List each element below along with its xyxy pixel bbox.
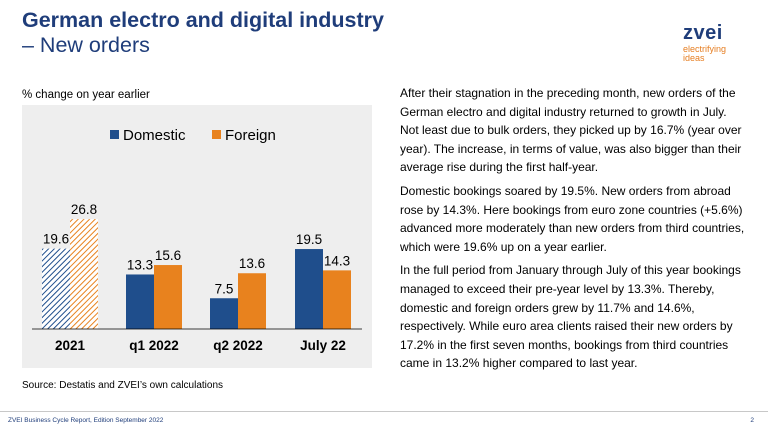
category-label-1: q1 2022 [129,338,179,353]
bar-foreign-3 [323,270,351,329]
paragraph-3: In the full period from January through … [400,263,741,371]
footer-divider [0,411,768,412]
paragraph-2: Domestic bookings soared by 19.5%. New o… [400,183,745,254]
logo-tagline: electrifying ideas [683,44,727,64]
chart-value-labels: 19.626.8 13.315.6 7.5 13.6 19.514.3 [43,202,350,296]
logo-name: zvei [683,22,723,44]
source-note: Source: Destatis and ZVEI’s own calculat… [22,380,224,391]
chart-subtitle: % change on year earlier [22,89,150,101]
category-label-2: q2 2022 [213,338,263,353]
legend-swatch-foreign [212,130,221,139]
bar-domestic-0 [42,248,70,329]
value-label-foreign-0: 26.8 [71,202,97,217]
value-label-foreign-1: 15.6 [155,248,181,263]
chart-category-labels: 2021 q1 2022 q2 2022 July 22 [55,338,346,353]
bar-foreign-2 [238,273,266,329]
category-label-3: July 22 [300,338,346,353]
footer-text: ZVEI Business Cycle Report, Edition Sept… [8,417,164,424]
bar-foreign-1 [154,265,182,329]
bar-domestic-3 [295,249,323,329]
value-label-domestic-1: 13.3 [127,257,153,272]
legend-label-foreign: Foreign [225,127,276,144]
page-title: German electro and digital industry – Ne… [22,8,384,57]
legend-swatch-domestic [110,130,119,139]
value-label-foreign-2: 13.6 [239,256,265,271]
new-orders-chart: Domestic Foreign 19.6 26.8 13.3 15.6 7.5 13.6 1… [22,105,372,368]
legend-label-domestic: Domestic [123,127,186,144]
category-label-0: 2021 [55,338,86,353]
value-label-domestic-3: 19.5 [296,232,322,247]
page-number: 2 [750,417,754,424]
value-label-domestic-2: 7.5 [215,281,234,296]
paragraph-1: After their stagnation in the preceding … [400,86,742,175]
zvei-logo: zvei electrifying ideas [683,22,743,64]
value-label-domestic-0: 19.6 [43,232,69,247]
chart-legend: Domestic Foreign [110,127,276,144]
bar-foreign-0 [70,219,98,329]
commentary-text: After their stagnation in the preceding … [400,84,745,378]
bar-domestic-1 [126,274,154,329]
bar-domestic-2 [210,298,238,329]
title-line-2: – New orders [22,32,150,57]
chart-svg: Domestic Foreign 19.626.813.315.67.513.61… [22,105,372,368]
value-label-foreign-3: 14.3 [324,253,350,268]
chart-bars [42,219,351,329]
title-line-1: German electro and digital industry [22,8,384,32]
